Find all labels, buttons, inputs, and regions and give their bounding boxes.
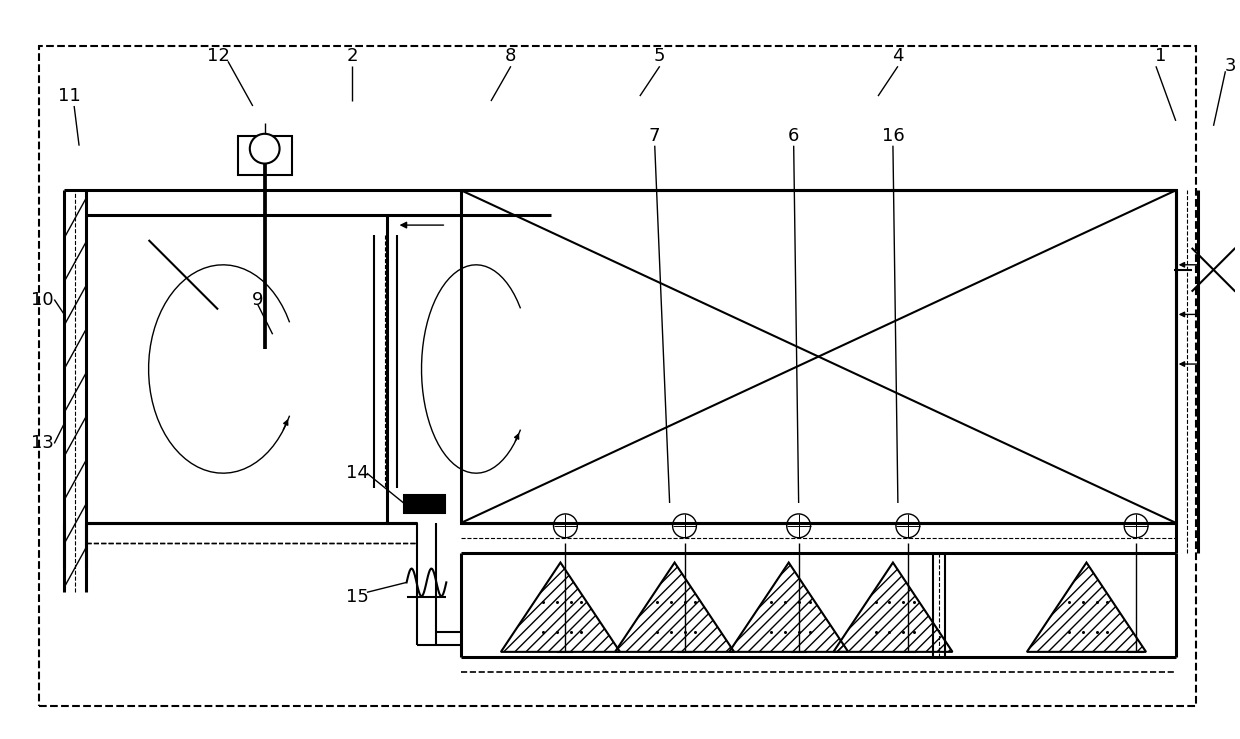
Circle shape: [672, 514, 697, 538]
Text: 12: 12: [207, 47, 229, 65]
Text: 2: 2: [346, 47, 358, 65]
Text: 1: 1: [1156, 47, 1167, 65]
Bar: [461, 191, 1176, 522]
Text: 14: 14: [346, 464, 368, 483]
Text: 5: 5: [653, 47, 666, 65]
Text: 16: 16: [882, 127, 904, 145]
Text: 8: 8: [505, 47, 517, 65]
Circle shape: [897, 514, 920, 538]
Circle shape: [249, 134, 279, 163]
Circle shape: [1125, 514, 1148, 538]
Text: 10: 10: [31, 290, 53, 308]
Text: 9: 9: [252, 290, 263, 308]
Circle shape: [553, 514, 578, 538]
Text: 3: 3: [1225, 58, 1236, 75]
Bar: [404, 495, 445, 513]
Text: 13: 13: [31, 435, 53, 452]
Circle shape: [786, 514, 811, 538]
Bar: [40, 47, 1195, 706]
Text: 4: 4: [892, 47, 904, 65]
Text: 7: 7: [649, 127, 661, 145]
Text: 11: 11: [58, 87, 81, 105]
Text: 15: 15: [346, 588, 368, 606]
Bar: [238, 136, 293, 175]
Text: 6: 6: [787, 127, 800, 145]
